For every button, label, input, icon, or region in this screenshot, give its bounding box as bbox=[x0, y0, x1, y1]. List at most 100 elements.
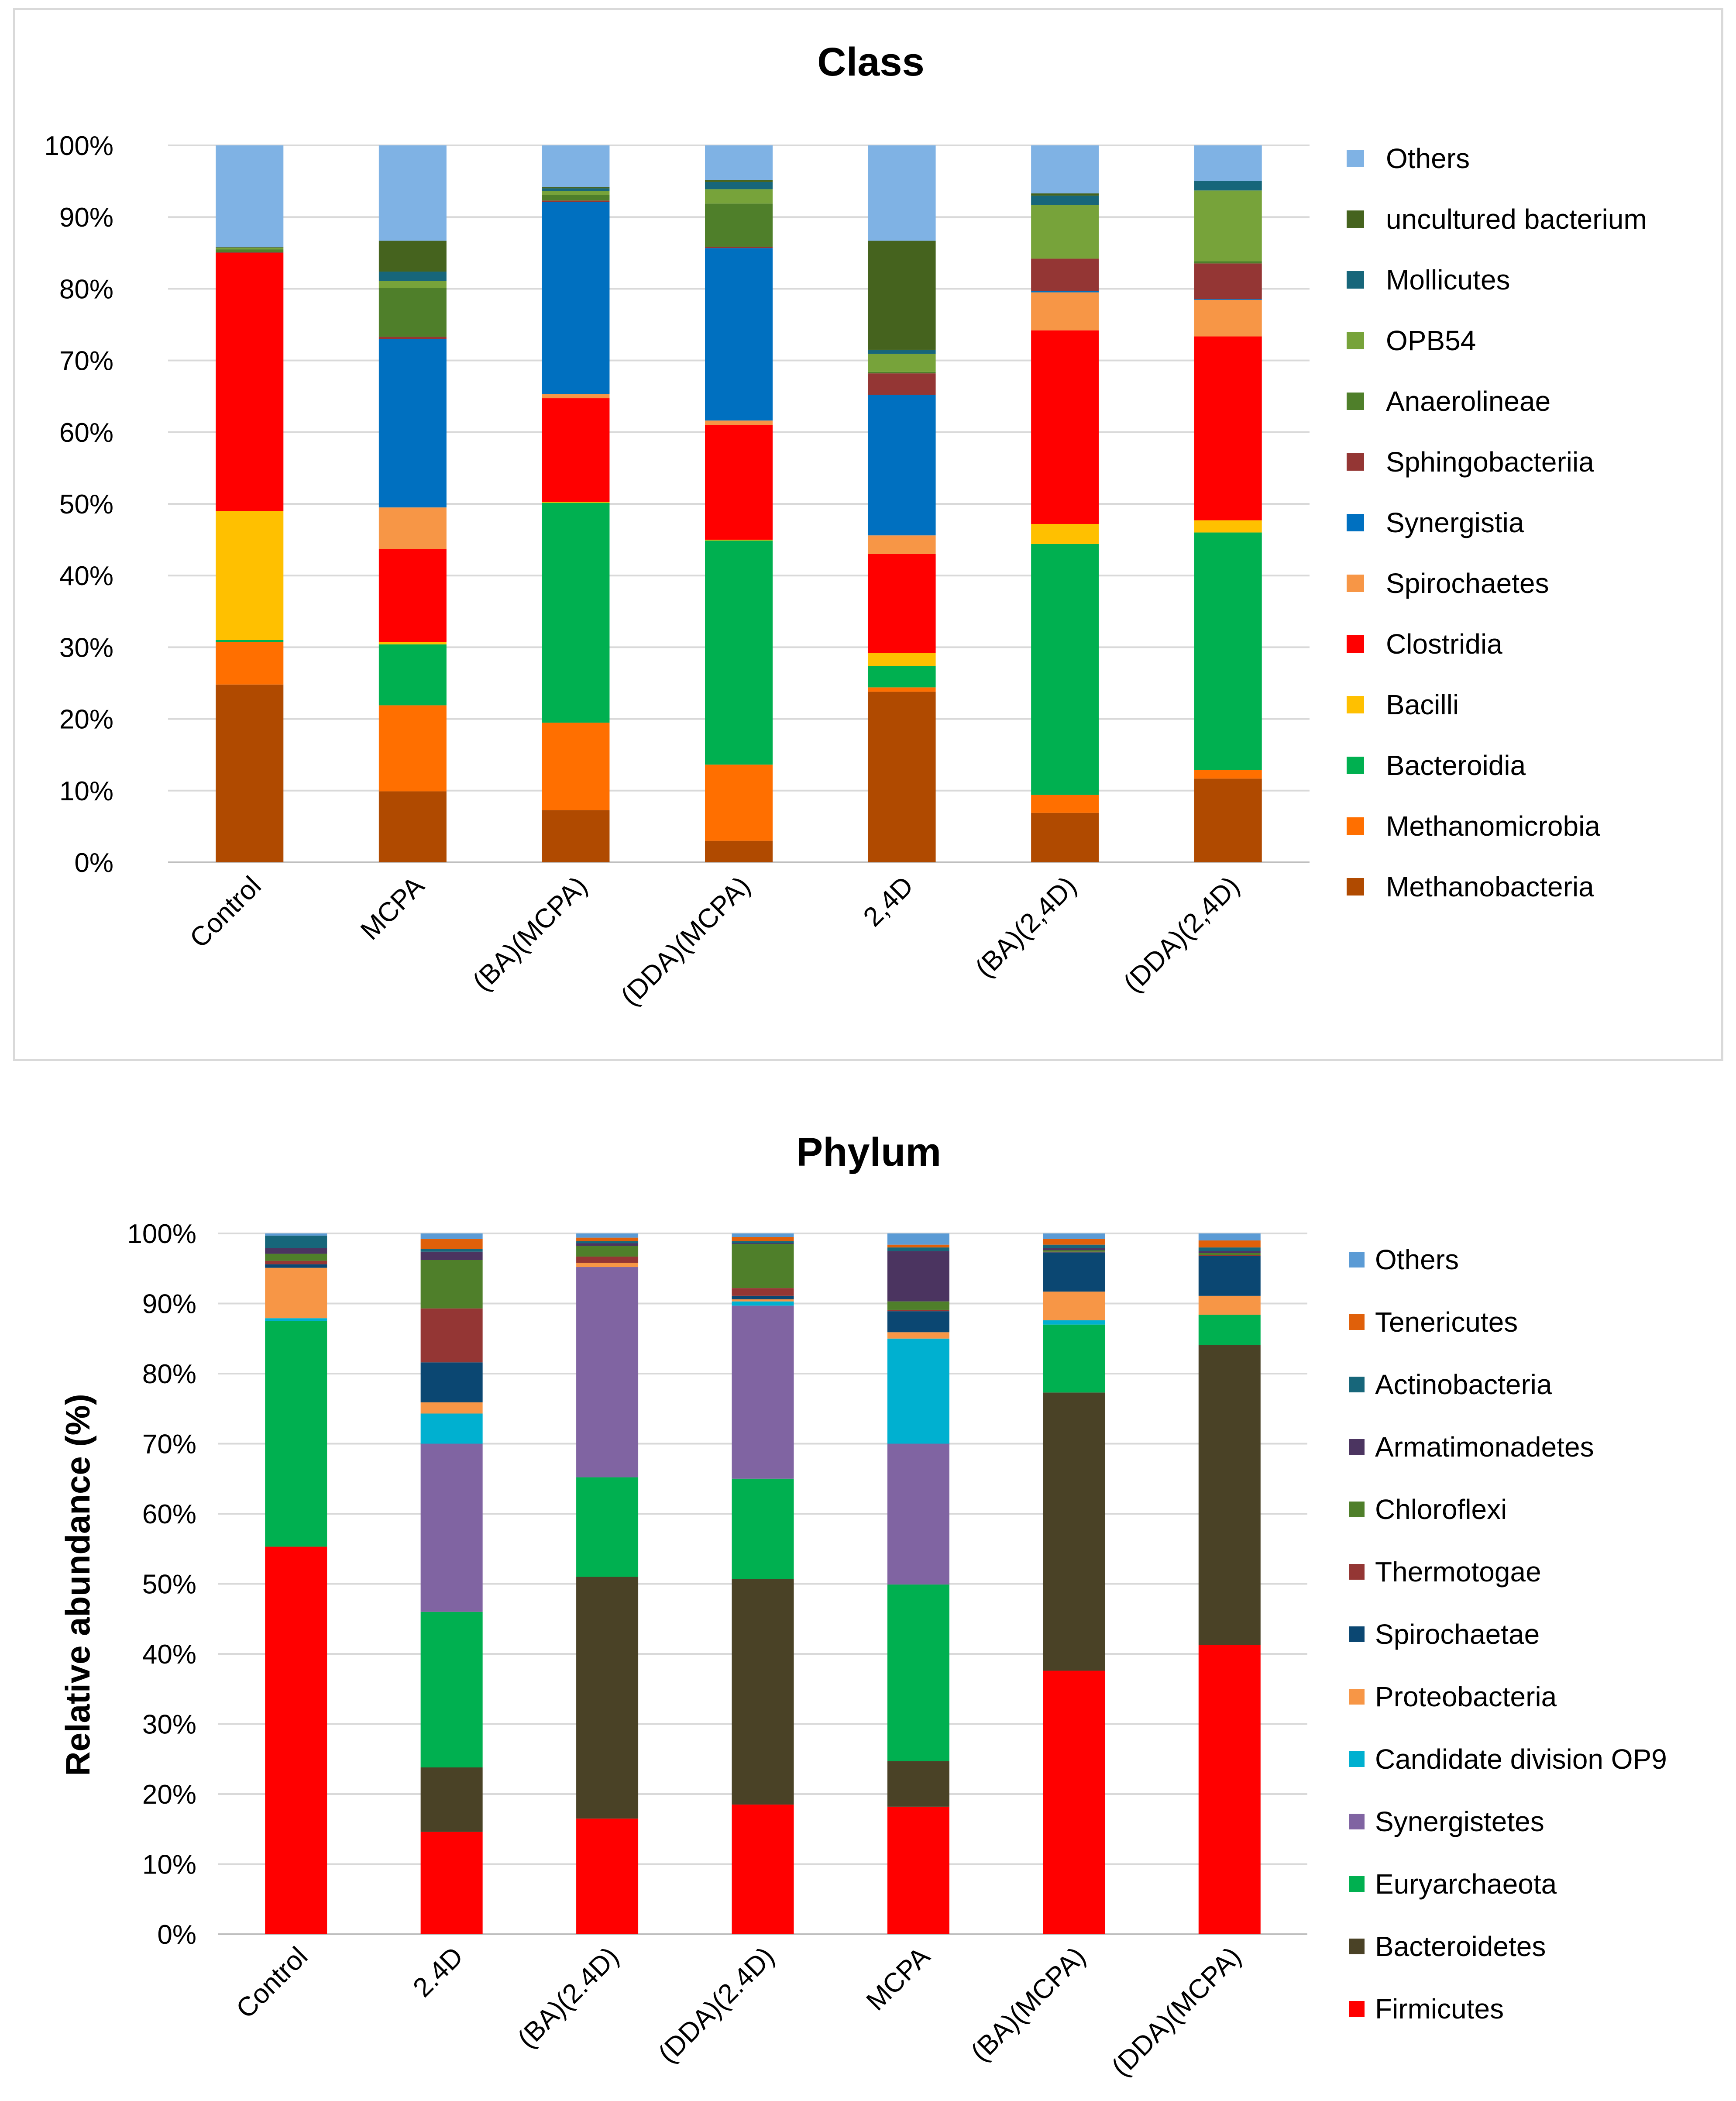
class-segment-methanomicrobia bbox=[868, 687, 936, 692]
class-category-label: Control bbox=[184, 871, 267, 954]
phylum-segment-others bbox=[887, 1233, 949, 1245]
class-segment-anaerolineae bbox=[1194, 261, 1262, 264]
class-segment-synergistia bbox=[1031, 291, 1099, 293]
class-bar-2-4d bbox=[868, 145, 936, 862]
phylum-legend-swatch bbox=[1349, 1439, 1365, 1455]
class-y-tick-label: 40% bbox=[59, 561, 113, 591]
class-segment-bacteroidia bbox=[1194, 532, 1262, 770]
phylum-bar-mcpa bbox=[887, 1233, 949, 1934]
phylum-legend-item-actinobacteria: Actinobacteria bbox=[1349, 1369, 1552, 1400]
class-segment-clostridia bbox=[542, 398, 610, 502]
class-segment-opb54 bbox=[1194, 190, 1262, 262]
phylum-legend-swatch bbox=[1349, 1751, 1365, 1767]
class-legend-swatch bbox=[1347, 696, 1364, 713]
class-y-tick-label: 0% bbox=[74, 848, 113, 878]
class-legend-label: Sphingobacteriia bbox=[1386, 446, 1594, 478]
phylum-segment-euryarchaeota bbox=[1198, 1315, 1261, 1345]
class-segment-sphingobacteriia bbox=[542, 200, 610, 202]
class-segment-others bbox=[216, 145, 284, 248]
class-segment-uncultured-bacterium bbox=[378, 241, 447, 272]
class-segment-methanobacteria bbox=[378, 791, 447, 862]
phylum-segment-actinobacteria bbox=[265, 1235, 327, 1248]
phylum-y-tick-label: 100% bbox=[127, 1219, 196, 1249]
phylum-segment-tenericutes bbox=[420, 1239, 483, 1249]
class-category-label: (BA)(MCPA) bbox=[467, 871, 593, 997]
class-segment-methanomicrobia bbox=[705, 765, 773, 841]
class-legend-label: Mollicutes bbox=[1386, 264, 1510, 296]
phylum-bar-control bbox=[265, 1233, 327, 1934]
class-legend-swatch bbox=[1347, 271, 1364, 289]
class-legend-label: Clostridia bbox=[1386, 628, 1502, 660]
class-legend-item-opb54: OPB54 bbox=[1347, 325, 1476, 356]
class-segment-clostridia bbox=[216, 253, 284, 511]
phylum-segment-actinobacteria bbox=[732, 1241, 794, 1243]
phylum-segment-actinobacteria bbox=[1198, 1247, 1261, 1251]
phylum-segment-chloroflexi bbox=[420, 1260, 483, 1309]
phylum-segment-armatimonadetes bbox=[265, 1248, 327, 1254]
class-segment-others bbox=[1031, 145, 1099, 194]
phylum-segment-euryarchaeota bbox=[732, 1478, 794, 1579]
class-segment-anaerolineae bbox=[705, 203, 773, 247]
phylum-segment-firmicutes bbox=[732, 1805, 794, 1934]
class-legend-item-mollicutes: Mollicutes bbox=[1347, 264, 1510, 296]
phylum-segment-synergistetes bbox=[420, 1443, 483, 1612]
phylum-category-label: (BA)(2.4D) bbox=[512, 1941, 625, 2054]
phylum-segment-proteobacteria bbox=[1198, 1295, 1261, 1315]
phylum-legend-label: Armatimonadetes bbox=[1375, 1431, 1594, 1463]
phylum-segment-armatimonadetes bbox=[420, 1251, 483, 1260]
class-segment-bacteroidia bbox=[378, 644, 447, 706]
class-bar-ba-2-4d bbox=[1031, 145, 1099, 862]
phylum-segment-thermotogae bbox=[576, 1256, 639, 1263]
class-legend-label: Synergistia bbox=[1386, 507, 1524, 538]
class-segment-methanomicrobia bbox=[378, 705, 447, 792]
class-segment-uncultured-bacterium bbox=[705, 179, 773, 182]
phylum-legend-item-candidate-division-op9: Candidate division OP9 bbox=[1349, 1743, 1667, 1775]
phylum-chart-panel: Phylum 0% 10% 20% 30% 40% 50% 60% 70% 80% 90% 100% R… bbox=[13, 1100, 1723, 2091]
class-segment-bacteroidia bbox=[705, 540, 773, 765]
phylum-segment-thermotogae bbox=[732, 1288, 794, 1296]
phylum-category-label: (DDA)(MCPA) bbox=[1106, 1941, 1247, 2082]
class-segment-bacilli bbox=[542, 502, 610, 503]
class-segment-bacteroidia bbox=[542, 503, 610, 723]
phylum-segment-spirochaetae bbox=[1198, 1256, 1261, 1296]
phylum-legend-label: Synergistetes bbox=[1375, 1806, 1544, 1837]
class-segment-methanobacteria bbox=[1194, 778, 1262, 862]
class-legend-swatch bbox=[1347, 757, 1364, 774]
phylum-segment-tenericutes bbox=[576, 1237, 639, 1241]
phylum-segment-proteobacteria bbox=[887, 1332, 949, 1339]
class-bar-mcpa bbox=[378, 145, 447, 862]
phylum-segment-proteobacteria bbox=[1043, 1292, 1105, 1321]
class-y-tick-label: 20% bbox=[59, 705, 113, 735]
class-legend-item-methanomicrobia: Methanomicrobia bbox=[1347, 810, 1600, 842]
phylum-segment-firmicutes bbox=[265, 1546, 327, 1934]
phylum-segment-proteobacteria bbox=[420, 1402, 483, 1414]
class-segment-mollicutes bbox=[378, 271, 447, 281]
class-segment-synergistia bbox=[705, 248, 773, 421]
class-category-label: MCPA bbox=[355, 871, 430, 946]
class-segment-uncultured-bacterium bbox=[216, 247, 284, 248]
phylum-legend-item-proteobacteria: Proteobacteria bbox=[1349, 1681, 1557, 1712]
class-legend-swatch bbox=[1347, 332, 1364, 349]
phylum-legend-swatch bbox=[1349, 1814, 1365, 1829]
phylum-legend-label: Others bbox=[1375, 1244, 1459, 1275]
phylum-legend-swatch bbox=[1349, 1689, 1365, 1705]
phylum-segment-euryarchaeota bbox=[887, 1584, 949, 1761]
phylum-legend-item-others: Others bbox=[1349, 1244, 1459, 1275]
phylum-legend-swatch bbox=[1349, 1314, 1365, 1330]
phylum-legend-swatch bbox=[1349, 1939, 1365, 1954]
class-legend-item-sphingobacteriia: Sphingobacteriia bbox=[1347, 446, 1594, 478]
phylum-segment-tenericutes bbox=[1198, 1240, 1261, 1248]
class-legend-swatch bbox=[1347, 210, 1364, 228]
phylum-segment-others bbox=[420, 1233, 483, 1239]
phylum-legend-item-bacteroidetes: Bacteroidetes bbox=[1349, 1931, 1546, 1962]
phylum-segment-actinobacteria bbox=[420, 1249, 483, 1252]
class-segment-methanobacteria bbox=[1031, 813, 1099, 862]
phylum-y-tick-label: 10% bbox=[142, 1850, 196, 1880]
class-segment-others bbox=[542, 145, 610, 187]
class-bar-control bbox=[216, 145, 284, 862]
class-segment-bacteroidia bbox=[1031, 544, 1099, 795]
phylum-legend-label: Firmicutes bbox=[1375, 1993, 1504, 2025]
class-segment-bacilli bbox=[705, 540, 773, 541]
class-segment-uncultured-bacterium bbox=[1031, 193, 1099, 196]
phylum-segment-spirochaetae bbox=[732, 1295, 794, 1299]
